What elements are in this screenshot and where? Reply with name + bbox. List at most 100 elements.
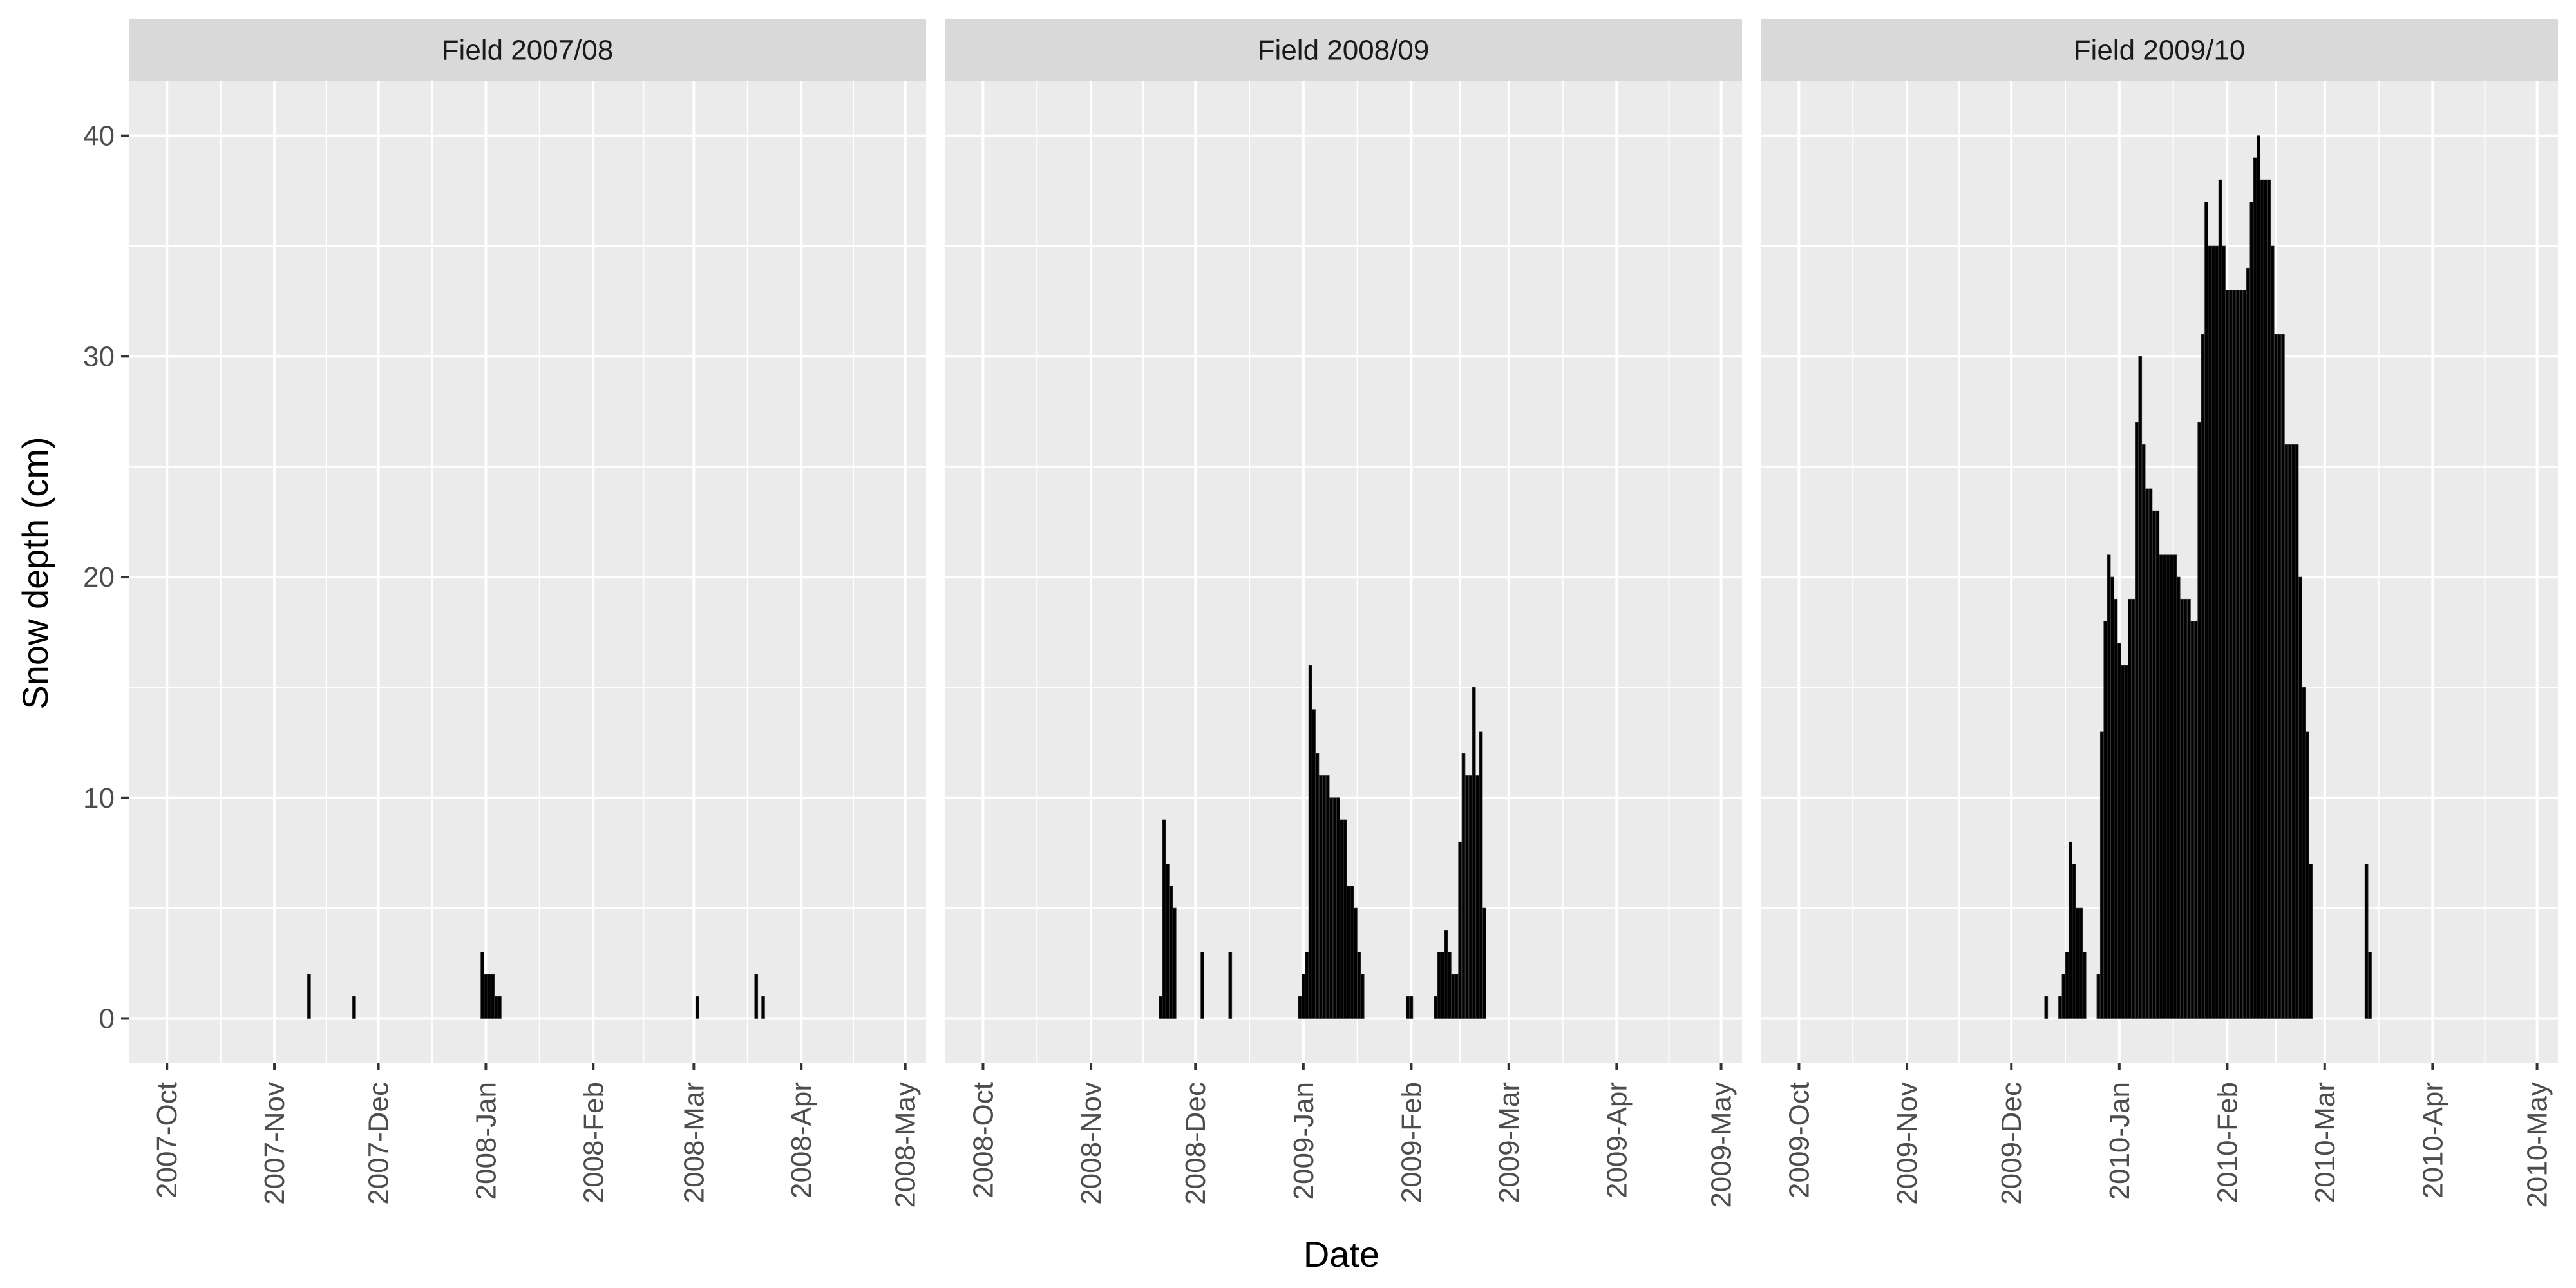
x-tick-label: 2009-Apr xyxy=(1601,1082,1633,1198)
x-tick-label: 2009-Oct xyxy=(1783,1082,1815,1198)
bar xyxy=(2176,576,2181,1019)
bar xyxy=(1354,907,1358,1019)
x-tick-label: 2009-Nov xyxy=(1891,1082,1923,1205)
panel-3: Field 2009/10 2009-Oct 2009-Nov 2009-Dec 201… xyxy=(1761,19,2558,1208)
bar xyxy=(1325,775,1330,1019)
bar xyxy=(1172,907,1177,1019)
bar xyxy=(2225,290,2230,1019)
bar xyxy=(2190,621,2195,1019)
bar xyxy=(2232,290,2237,1019)
bar xyxy=(1472,687,1476,1019)
bar xyxy=(1458,841,1462,1019)
bar xyxy=(2121,665,2125,1019)
bar xyxy=(484,974,488,1019)
bar xyxy=(2222,245,2226,1019)
bar xyxy=(2267,179,2271,1019)
panel-1: Field 2007/08 2007-Oct 2007-Nov 2007-Dec 200… xyxy=(129,19,926,1208)
bar xyxy=(1444,929,1448,1019)
bar xyxy=(2295,444,2299,1019)
bar xyxy=(2099,731,2104,1019)
bar xyxy=(2218,179,2222,1019)
bar xyxy=(494,996,498,1019)
x-tick-label: 2007-Oct xyxy=(151,1082,183,1198)
bar xyxy=(1347,886,1350,1019)
x-tick-label: 2008-Oct xyxy=(967,1082,999,1198)
bar xyxy=(2159,554,2163,1019)
bar xyxy=(2274,334,2278,1019)
bar xyxy=(2309,864,2313,1019)
bar xyxy=(487,974,491,1019)
panel-2: Field 2008/09 2008-Oct 2008-Nov 2008-Dec 200… xyxy=(945,19,1742,1208)
bar xyxy=(2246,267,2250,1019)
bar xyxy=(2287,444,2292,1019)
bar xyxy=(1301,974,1305,1019)
bar xyxy=(1332,797,1337,1019)
bar xyxy=(2114,598,2118,1019)
bar xyxy=(2061,974,2066,1019)
bar xyxy=(2124,665,2128,1019)
bar xyxy=(2211,245,2215,1019)
y-tick-label: 10 xyxy=(83,782,115,814)
bar xyxy=(2260,179,2264,1019)
strip-label: Field 2008/09 xyxy=(1258,35,1430,66)
bar xyxy=(2173,554,2177,1019)
bar xyxy=(2131,598,2136,1019)
strip-background xyxy=(1761,19,2558,80)
y-tick-label: 40 xyxy=(83,120,115,152)
bar xyxy=(2065,952,2069,1019)
x-tick-label: 2009-Feb xyxy=(1396,1082,1427,1203)
bar xyxy=(1162,819,1166,1019)
bar xyxy=(2145,488,2149,1019)
bar xyxy=(1406,996,1410,1019)
bar xyxy=(2364,864,2369,1019)
x-tick-label: 2010-Jan xyxy=(2104,1082,2136,1200)
bar xyxy=(352,996,356,1019)
x-tick-label: 2008-May xyxy=(890,1082,922,1208)
bar xyxy=(1308,665,1312,1019)
bar xyxy=(1319,775,1323,1019)
bar xyxy=(1357,952,1361,1019)
bar xyxy=(2239,290,2243,1019)
bar xyxy=(2110,576,2114,1019)
x-tick-label: 2008-Jan xyxy=(470,1082,502,1200)
bar xyxy=(761,996,765,1019)
bar xyxy=(2193,621,2198,1019)
bar xyxy=(498,996,502,1019)
x-tick-label: 2009-May xyxy=(1706,1082,1738,1208)
bar xyxy=(2242,290,2247,1019)
x-axis-title: Date xyxy=(1303,1234,1379,1274)
bar xyxy=(2270,245,2275,1019)
bar xyxy=(1340,819,1344,1019)
bar xyxy=(2368,952,2372,1019)
bar xyxy=(2228,290,2233,1019)
bar xyxy=(1465,775,1469,1019)
bar xyxy=(2183,598,2188,1019)
bar xyxy=(2305,731,2309,1019)
bar xyxy=(2298,576,2302,1019)
x-tick-label: 2009-Jan xyxy=(1288,1082,1320,1200)
bar xyxy=(1441,952,1444,1019)
x-tick-label: 2008-Feb xyxy=(578,1082,609,1203)
bar xyxy=(2163,554,2166,1019)
bar xyxy=(2076,907,2079,1019)
y-axis-title: Snow depth (cm) xyxy=(15,437,55,709)
bar xyxy=(2107,554,2111,1019)
y-tick-label: 0 xyxy=(99,1003,115,1034)
x-tick-label: 2007-Dec xyxy=(363,1082,395,1205)
bar xyxy=(1360,974,1365,1019)
bar xyxy=(2253,157,2257,1019)
bar xyxy=(1468,775,1473,1019)
bar xyxy=(2277,334,2282,1019)
bar xyxy=(2197,422,2202,1019)
bar xyxy=(1350,886,1354,1019)
bar xyxy=(2187,598,2191,1019)
bar xyxy=(1409,996,1414,1019)
y-tick-label: 30 xyxy=(83,341,115,372)
strip-label: Field 2009/10 xyxy=(2074,35,2246,66)
bar xyxy=(2138,355,2143,1019)
bar xyxy=(2096,974,2101,1019)
bar xyxy=(2082,952,2087,1019)
x-tick-label: 2010-Mar xyxy=(2309,1082,2341,1203)
y-tick-label: 20 xyxy=(83,562,115,593)
